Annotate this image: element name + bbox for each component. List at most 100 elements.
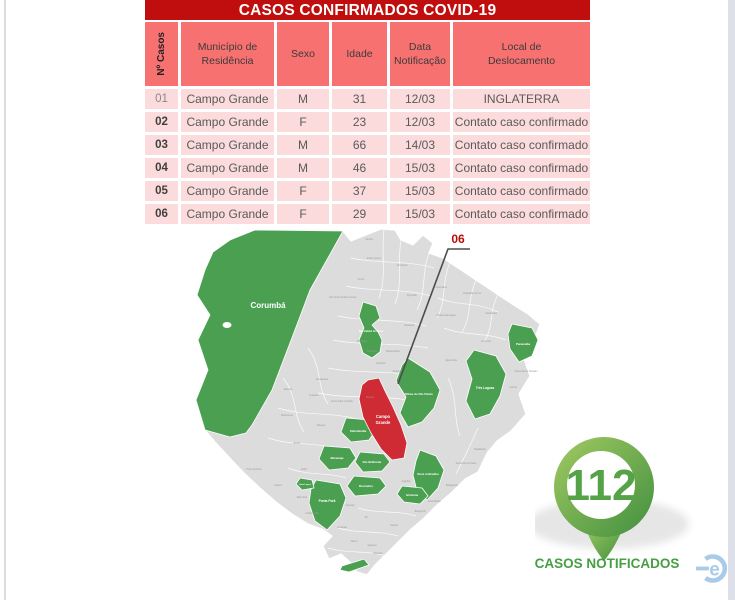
map-label: Figueirão [407, 294, 417, 297]
map-label: Rio Verde de Mato Grosso [329, 296, 357, 299]
col-header-num: Nº Casos [145, 22, 178, 86]
municipality-tres-lagoas [465, 349, 507, 420]
map-label: Porto Murtinho [246, 468, 262, 471]
map-gray-labels: Sonora Pedro Gomes Coxim Alcinópolis Fig… [246, 238, 538, 555]
state-map: Corumbá São Gabriel do Oeste Paranaíba T… [195, 228, 541, 576]
map-label: Selvíria [509, 386, 517, 389]
map-label: Iguatemi [368, 544, 377, 547]
map-label: Sidrolândia [350, 429, 367, 433]
logo-ring [704, 554, 728, 583]
col-header-sexo: Sexo [277, 22, 329, 86]
table-cell: Contato caso confirmado [453, 204, 590, 224]
table-cell: 66 [332, 135, 387, 155]
map-label: Camapuã [404, 324, 415, 327]
municipality-guia-lopes [295, 477, 315, 491]
map-label: Amambai [337, 526, 347, 529]
map-label: Ivinhema [406, 493, 419, 497]
map-label: Ponta Porã [319, 499, 336, 503]
map-label: Bataguassu [446, 484, 459, 487]
map-label: Rochedo [376, 363, 386, 365]
map-label: Água Clara [445, 359, 457, 362]
pin-count: 112 [566, 461, 637, 510]
pin-caption: CASOS NOTIFICADOS [534, 556, 680, 571]
table-cell: 06 [145, 204, 178, 224]
map-label: Paraíso das Águas [436, 314, 456, 317]
map-label: Alcinópolis [397, 264, 409, 267]
municipality-sao-gabriel [358, 301, 383, 359]
table-cell: 03 [145, 135, 178, 155]
table-cell: Campo Grande [181, 158, 274, 178]
notification-pin: 112 [535, 437, 689, 561]
col-header-municipio: Município de Residência [181, 22, 274, 86]
map-label: Eldorado [373, 552, 383, 555]
municipality-campo-grande-highlight [358, 377, 408, 461]
table-cell: Contato caso confirmado [453, 181, 590, 201]
map-label: Anaurilândia [428, 500, 441, 503]
table-cell: Campo Grande [181, 135, 274, 155]
map-label: Angélica [402, 480, 412, 483]
table-cell: 02 [145, 112, 178, 132]
e-logo-icon: e [696, 554, 728, 583]
map-label: Nioaque [317, 425, 326, 427]
table-cell: F [277, 112, 329, 132]
table-cell: 15/03 [390, 204, 450, 224]
municipality-south-sliver [339, 558, 370, 573]
map-label: Paranaíba [516, 342, 531, 346]
table-cell: 29 [332, 204, 387, 224]
table-cell: 46 [332, 158, 387, 178]
table-cell: 05 [145, 181, 178, 201]
col-header-num-label: Nº Casos [155, 32, 167, 76]
cases-table: Nº Casos Município de Residência Sexo Id… [145, 22, 590, 224]
municipality-dourados [346, 475, 387, 497]
map-label: Corumbá [250, 301, 286, 310]
map-label: Terenos [366, 396, 375, 399]
pin-inner-circle [567, 451, 635, 519]
map-label: Antônio João [305, 512, 319, 515]
table-cell: 15/03 [390, 181, 450, 201]
map-label: Inocência [481, 341, 492, 343]
map-label: Pedro Gomes [367, 257, 382, 260]
municipality-corumba [195, 229, 344, 438]
ladario-dot [222, 322, 232, 328]
map-label: Caarapó [346, 504, 356, 507]
table-cell: Contato caso confirmado [453, 112, 590, 132]
municipality-ribas [395, 357, 441, 428]
map-label: Aquidauana [316, 378, 329, 381]
table-cell: Contato caso confirmado [453, 158, 590, 178]
municipality-maracaju [318, 445, 357, 471]
green-municipalities [195, 229, 539, 573]
annotation-06-line [397, 248, 470, 385]
map-label: Jardim [301, 468, 308, 471]
map-label: Anastácio [309, 394, 320, 397]
table-cell: M [277, 89, 329, 109]
logo-bar [696, 566, 709, 571]
table-cell: M [277, 158, 329, 178]
map-label: Nova Andradina [417, 472, 439, 476]
map-label: Dois Irmãos do Buriti [331, 400, 353, 403]
map-label-campo-grande-1: Campo [376, 414, 391, 419]
table-cell: 04 [145, 158, 178, 178]
map-green-labels: Corumbá São Gabriel do Oeste Paranaíba T… [250, 301, 530, 503]
map-label: Aparecida do Taboado [515, 370, 539, 373]
map-label: Jaraguari [392, 370, 402, 373]
table-cell: INGLATERRA [453, 89, 590, 109]
map-label: Rio Brilhante [363, 460, 382, 464]
col-header-sexo-label: Sexo [291, 47, 315, 60]
map-label: Tacuru [351, 540, 359, 543]
municipality-rio-brilhante [354, 451, 391, 473]
map-label: Bonito [294, 442, 301, 445]
table-cell: 31 [332, 89, 387, 109]
col-header-idade-label: Idade [346, 47, 373, 60]
map-label: Naviraí [390, 524, 398, 527]
table-cell: Campo Grande [181, 112, 274, 132]
table-cell: 23 [332, 112, 387, 132]
table-cell: 12/03 [390, 112, 450, 132]
col-header-local-label: Local de Deslocamento [487, 40, 556, 67]
col-header-data-label: Data Notificação [394, 40, 446, 67]
table-cell: 12/03 [390, 89, 450, 109]
map-label: Caracol [274, 484, 282, 487]
map-label: Bodoquena [281, 415, 293, 417]
table-cell: Campo Grande [181, 89, 274, 109]
map-label: Bandeirantes [386, 350, 400, 353]
table-cell: 14/03 [390, 135, 450, 155]
